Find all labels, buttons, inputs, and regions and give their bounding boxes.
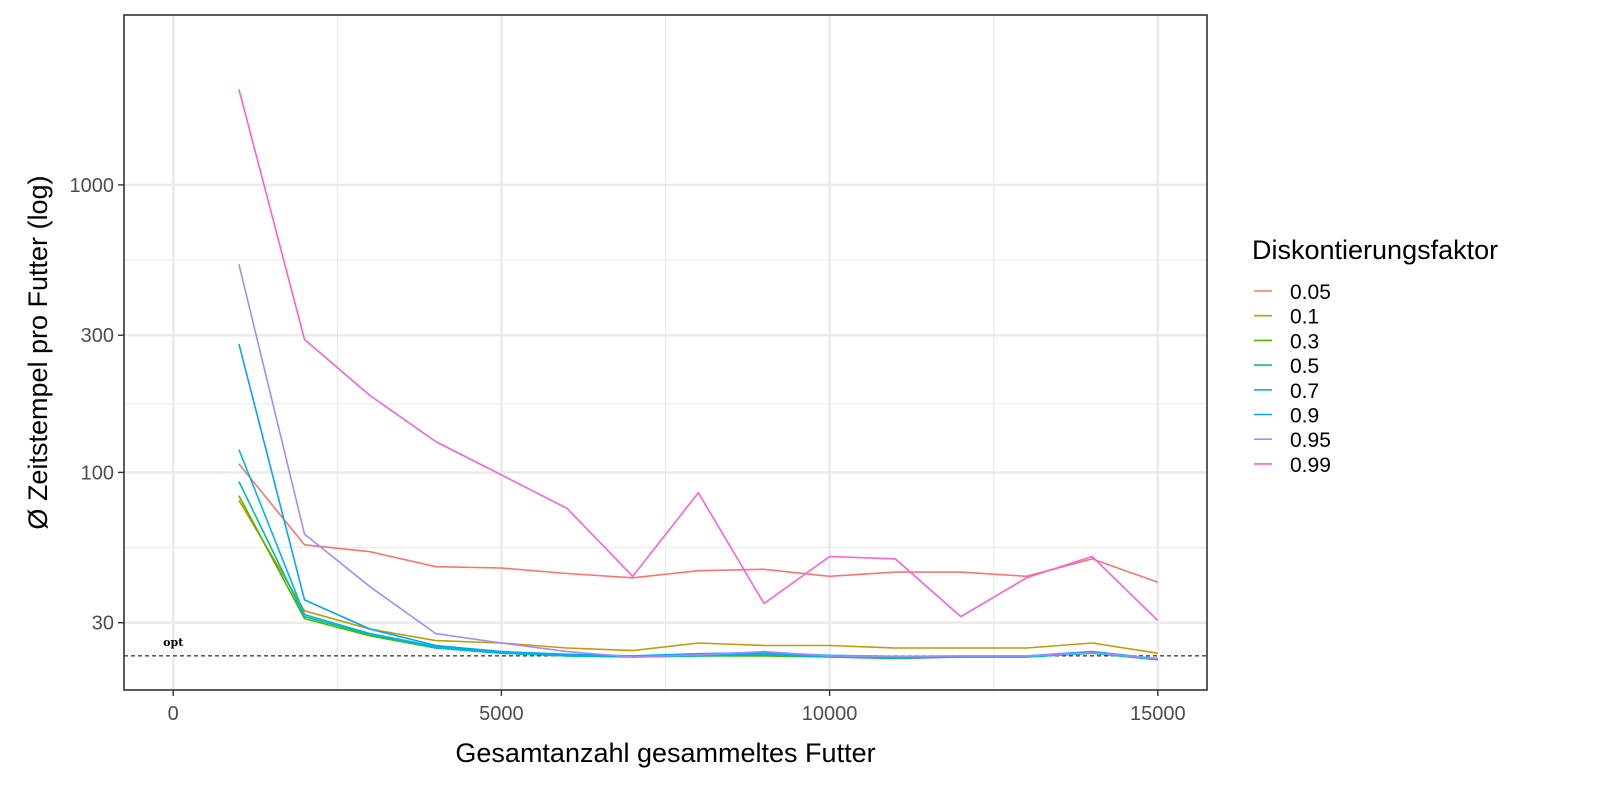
series-line-0.1 <box>238 499 1158 654</box>
legend-label-0.05: 0.05 <box>1290 281 1331 304</box>
legend-label-0.99: 0.99 <box>1290 454 1331 477</box>
legend-label-0.1: 0.1 <box>1290 306 1319 329</box>
legend-label-0.5: 0.5 <box>1290 355 1319 378</box>
legend-label-0.9: 0.9 <box>1290 405 1319 428</box>
series-line-0.7 <box>238 449 1158 660</box>
legend-label-0.3: 0.3 <box>1290 330 1319 353</box>
series-line-0.95 <box>238 264 1158 660</box>
x-tick-label: 10000 <box>802 703 858 725</box>
legend: Diskontierungsfaktor 0.050.10.30.50.70.9… <box>1252 235 1498 477</box>
y-tick-label: 100 <box>81 462 114 484</box>
axis-ticks: 0 5000 10000 15000 30 100 300 1000 <box>70 175 1186 725</box>
grid <box>124 15 1207 690</box>
series-line-0.9 <box>238 343 1158 660</box>
legend-items: 0.050.10.30.50.70.90.950.99 <box>1254 281 1331 477</box>
y-tick-label: 300 <box>81 325 114 347</box>
series-line-0.99 <box>238 89 1159 622</box>
optimum-label: opt <box>163 636 184 649</box>
x-tick-label: 5000 <box>479 703 524 725</box>
y-tick-label: 30 <box>92 613 114 635</box>
legend-label-0.95: 0.95 <box>1290 429 1331 452</box>
plot-panel-border <box>123 14 1208 691</box>
x-axis-title: Gesamtanzahl gesammeltes Futter <box>455 738 875 768</box>
legend-title: Diskontierungsfaktor <box>1252 235 1498 265</box>
y-axis-title: Ø Zeitstempel pro Futter (log) <box>23 175 53 529</box>
x-tick-label: 0 <box>168 703 179 725</box>
x-tick-label: 15000 <box>1130 703 1186 725</box>
y-tick-label: 1000 <box>70 175 115 197</box>
series-line-0.05 <box>238 463 1159 583</box>
series-layer <box>238 89 1159 661</box>
legend-label-0.7: 0.7 <box>1290 380 1319 403</box>
